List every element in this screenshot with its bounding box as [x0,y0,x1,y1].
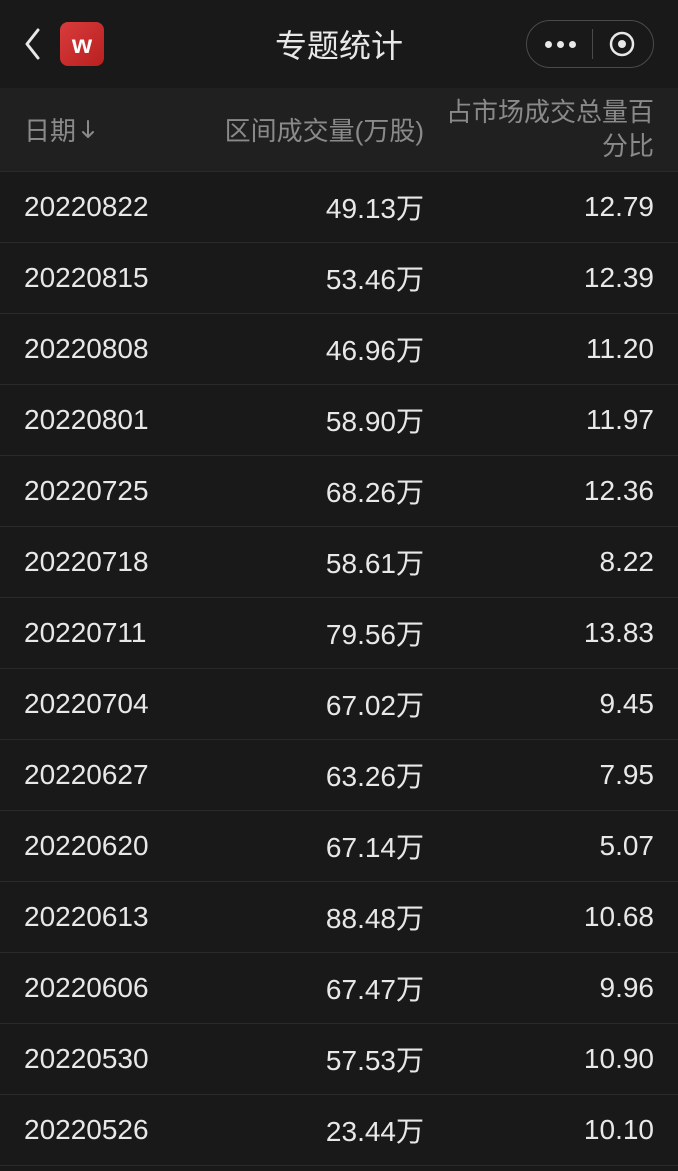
cell-pct: 13.83 [434,615,654,651]
cell-volume: 67.14万 [224,826,434,866]
app-icon[interactable]: w [60,22,104,66]
cell-date: 20220711 [24,617,224,649]
cell-pct: 10.68 [434,899,654,935]
header-left: w [24,22,104,66]
back-icon[interactable] [24,28,42,60]
cell-volume: 58.90万 [224,400,434,440]
cell-volume: 88.48万 [224,897,434,937]
cell-volume: 53.46万 [224,258,434,298]
cell-volume: 67.02万 [224,684,434,724]
cell-pct: 5.07 [434,828,654,864]
cell-date: 20220718 [24,546,224,578]
cell-date: 20220627 [24,759,224,791]
column-header-date-label: 日期 [24,111,76,148]
cell-date: 20220801 [24,404,224,436]
table-row[interactable]: 20220606 67.47万 9.96 [0,953,678,1024]
cell-date: 20220530 [24,1043,224,1075]
column-header-date[interactable]: 日期 [24,111,224,148]
cell-date: 20220725 [24,475,224,507]
cell-pct: 7.95 [434,757,654,793]
cell-pct: 11.97 [434,402,654,438]
table-body: 20220822 49.13万 12.79 20220815 53.46万 12… [0,172,678,1166]
cell-pct: 8.22 [434,544,654,580]
page-title: 专题统计 [275,21,403,67]
cell-date: 20220815 [24,262,224,294]
header-capsule [526,20,654,68]
cell-volume: 58.61万 [224,542,434,582]
column-header-percentage[interactable]: 占市场成交总量百分比 [434,96,654,164]
cell-pct: 12.39 [434,260,654,296]
cell-volume: 63.26万 [224,755,434,795]
app-header: w 专题统计 [0,0,678,88]
cell-volume: 67.47万 [224,968,434,1008]
table-row[interactable]: 20220808 46.96万 11.20 [0,314,678,385]
cell-date: 20220704 [24,688,224,720]
table-row[interactable]: 20220801 58.90万 11.97 [0,385,678,456]
app-icon-letter: w [72,29,92,60]
target-icon[interactable] [593,31,635,57]
cell-pct: 10.10 [434,1112,654,1148]
table-row[interactable]: 20220815 53.46万 12.39 [0,243,678,314]
cell-pct: 9.96 [434,970,654,1006]
cell-volume: 57.53万 [224,1039,434,1079]
table-row[interactable]: 20220530 57.53万 10.90 [0,1024,678,1095]
table-row[interactable]: 20220725 68.26万 12.36 [0,456,678,527]
column-header-volume[interactable]: 区间成交量(万股) [224,111,434,148]
table-header: 日期 区间成交量(万股) 占市场成交总量百分比 [0,88,678,172]
cell-volume: 79.56万 [224,613,434,653]
cell-pct: 10.90 [434,1041,654,1077]
cell-pct: 12.79 [434,189,654,225]
table-row[interactable]: 20220613 88.48万 10.68 [0,882,678,953]
table-row[interactable]: 20220526 23.44万 10.10 [0,1095,678,1166]
cell-date: 20220526 [24,1114,224,1146]
table-row[interactable]: 20220620 67.14万 5.07 [0,811,678,882]
cell-date: 20220620 [24,830,224,862]
cell-pct: 11.20 [434,331,654,367]
cell-date: 20220822 [24,191,224,223]
table-row[interactable]: 20220822 49.13万 12.79 [0,172,678,243]
table-row[interactable]: 20220704 67.02万 9.45 [0,669,678,740]
more-icon[interactable] [545,29,593,59]
sort-down-icon [80,119,96,141]
table-row[interactable]: 20220711 79.56万 13.83 [0,598,678,669]
cell-date: 20220808 [24,333,224,365]
cell-date: 20220613 [24,901,224,933]
cell-pct: 9.45 [434,686,654,722]
cell-date: 20220606 [24,972,224,1004]
table-row[interactable]: 20220627 63.26万 7.95 [0,740,678,811]
cell-pct: 12.36 [434,473,654,509]
table-row[interactable]: 20220718 58.61万 8.22 [0,527,678,598]
cell-volume: 23.44万 [224,1110,434,1150]
cell-volume: 49.13万 [224,187,434,227]
cell-volume: 68.26万 [224,471,434,511]
cell-volume: 46.96万 [224,329,434,369]
